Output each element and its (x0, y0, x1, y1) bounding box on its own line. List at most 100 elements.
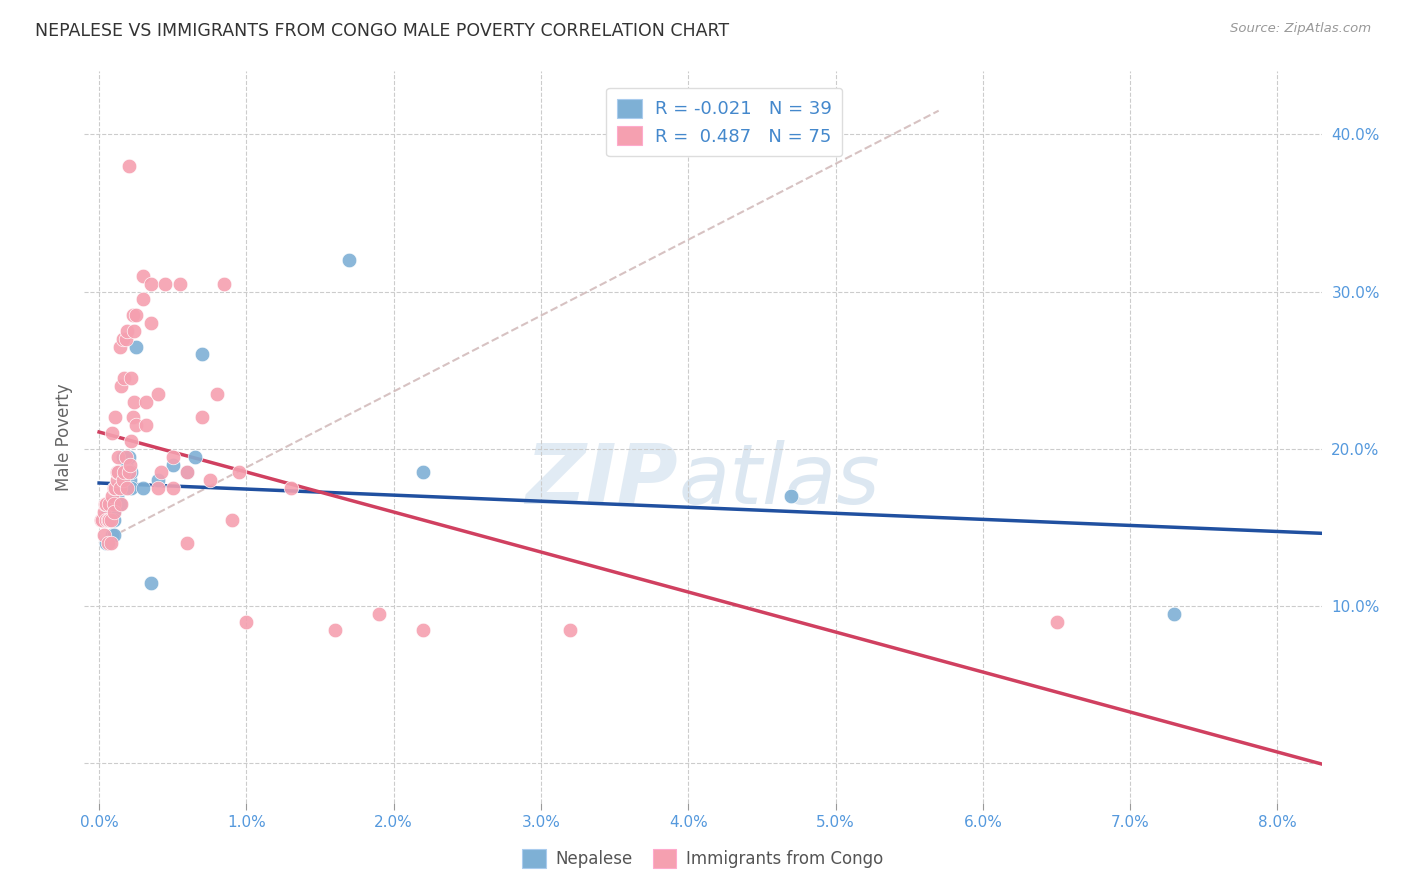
Text: Source: ZipAtlas.com: Source: ZipAtlas.com (1230, 22, 1371, 36)
Point (162, 450, 184, 464)
Point (105, 466, 128, 480)
Point (146, 473, 169, 487)
Point (139, 575, 162, 590)
Point (112, 371, 135, 385)
Point (139, 316, 162, 330)
Point (103, 505, 125, 519)
Point (560, 623, 582, 637)
Point (107, 466, 129, 480)
Point (117, 481, 139, 495)
Point (228, 466, 250, 480)
Point (339, 253, 361, 268)
Point (176, 536, 198, 550)
Point (101, 528, 124, 542)
Text: atlas: atlas (678, 441, 880, 522)
Point (108, 481, 131, 495)
Point (125, 340, 148, 354)
Point (97, 505, 120, 519)
Point (108, 497, 131, 511)
Point (114, 450, 136, 464)
Legend: R = -0.021   N = 39, R =  0.487   N = 75: R = -0.021 N = 39, R = 0.487 N = 75 (606, 87, 842, 156)
Point (93, 513, 115, 527)
Point (104, 410, 127, 425)
Point (1045, 615, 1067, 629)
Point (91, 513, 114, 527)
Point (108, 481, 131, 495)
Point (108, 340, 131, 354)
Point (121, 434, 143, 448)
Point (107, 466, 129, 480)
Point (93, 505, 115, 519)
Point (104, 481, 127, 495)
Point (96, 513, 118, 527)
Point (111, 332, 134, 346)
Point (107, 481, 129, 495)
Point (98, 497, 121, 511)
Point (162, 458, 184, 472)
Point (191, 347, 214, 361)
Point (323, 623, 346, 637)
Point (107, 450, 129, 464)
Point (115, 481, 138, 495)
Point (114, 332, 136, 346)
Point (132, 481, 155, 495)
Point (121, 481, 143, 495)
Legend: Nepalese, Immigrants from Congo: Nepalese, Immigrants from Congo (516, 843, 890, 875)
Point (105, 489, 128, 503)
Point (124, 324, 146, 338)
Point (118, 458, 141, 472)
Point (101, 426, 124, 441)
Point (121, 371, 143, 385)
Point (368, 607, 391, 621)
Point (110, 379, 132, 393)
Point (101, 489, 124, 503)
Point (103, 505, 125, 519)
Point (155, 277, 177, 291)
Point (110, 473, 132, 487)
Point (100, 513, 122, 527)
Point (98, 497, 121, 511)
Point (90, 513, 112, 527)
Point (111, 450, 134, 464)
Point (780, 489, 803, 503)
Point (97, 513, 120, 527)
Point (111, 473, 134, 487)
Point (91, 513, 114, 527)
Point (235, 615, 257, 629)
Point (112, 473, 135, 487)
Point (96, 536, 118, 550)
Point (146, 481, 169, 495)
Point (132, 268, 155, 283)
Point (96, 497, 118, 511)
Text: NEPALESE VS IMMIGRANTS FROM CONGO MALE POVERTY CORRELATION CHART: NEPALESE VS IMMIGRANTS FROM CONGO MALE P… (35, 22, 730, 40)
Point (112, 466, 135, 480)
Point (117, 159, 139, 173)
Point (198, 473, 221, 487)
Point (184, 450, 207, 464)
Point (176, 466, 198, 480)
Point (118, 473, 141, 487)
Point (94, 513, 117, 527)
Point (117, 450, 139, 464)
Point (117, 466, 139, 480)
Point (93, 528, 115, 542)
Point (105, 473, 128, 487)
Point (122, 308, 145, 322)
Point (124, 394, 146, 409)
Point (412, 466, 434, 480)
Point (169, 277, 191, 291)
Point (98, 536, 121, 550)
Point (191, 410, 214, 425)
Point (103, 513, 125, 527)
Point (221, 513, 243, 527)
Point (162, 481, 184, 495)
Point (135, 418, 157, 433)
Point (1163, 607, 1185, 621)
Point (135, 394, 157, 409)
Point (121, 466, 143, 480)
Point (125, 418, 148, 433)
Point (103, 481, 125, 495)
Point (149, 466, 172, 480)
Point (146, 387, 169, 401)
Point (125, 308, 148, 322)
